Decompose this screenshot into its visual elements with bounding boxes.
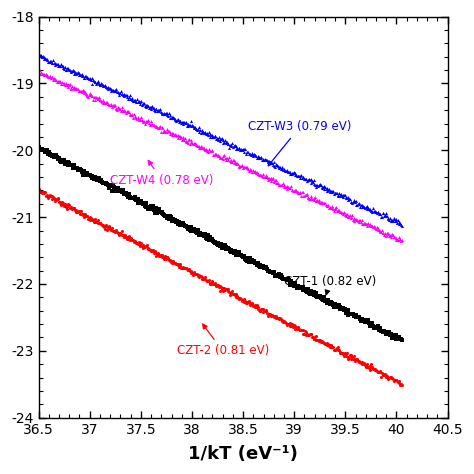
Text: CZT-2 (0.81 eV): CZT-2 (0.81 eV) xyxy=(177,324,269,357)
Text: CZT-W4 (0.78 eV): CZT-W4 (0.78 eV) xyxy=(110,160,214,187)
X-axis label: 1/kT (eV⁻¹): 1/kT (eV⁻¹) xyxy=(188,445,298,463)
Text: CZT-1 (0.82 eV): CZT-1 (0.82 eV) xyxy=(284,275,376,295)
Text: CZT-W3 (0.79 eV): CZT-W3 (0.79 eV) xyxy=(248,120,352,166)
